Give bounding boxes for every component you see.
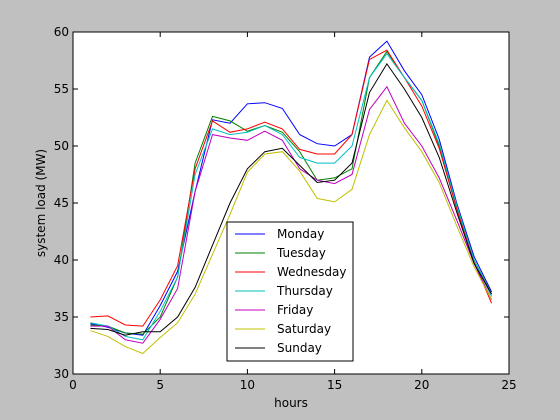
legend-label: Sunday — [277, 341, 322, 355]
x-tick-label: 15 — [327, 378, 342, 392]
x-tick-label: 10 — [240, 378, 255, 392]
legend-label: Saturday — [277, 322, 331, 336]
y-tick-label: 60 — [54, 25, 69, 39]
legend-label: Friday — [277, 303, 313, 317]
legend-label: Monday — [277, 227, 324, 241]
x-tick-label: 25 — [501, 378, 516, 392]
legend: Monday Tuesday Wednesday Thursday Friday Satu… — [226, 221, 354, 362]
legend-label: Thursday — [276, 284, 333, 298]
y-tick-label: 50 — [54, 139, 69, 153]
series-lines — [90, 40, 493, 355]
y-tick-label: 35 — [54, 310, 69, 324]
series-line-wednesday — [90, 49, 493, 327]
legend-label: Tuesday — [276, 246, 326, 260]
x-tick-label: 20 — [414, 378, 429, 392]
legend-label: Wednesday — [277, 265, 346, 279]
series-line-thursday — [90, 52, 493, 341]
y-tick-label: 45 — [54, 196, 69, 210]
y-tick-label: 40 — [54, 253, 69, 267]
y-tick-label: 55 — [54, 82, 69, 96]
axis-ticks: 0 5 10 15 20 25 30 35 40 45 50 55 60 — [54, 25, 517, 392]
series-line-monday — [90, 40, 493, 336]
y-tick-label: 30 — [54, 367, 69, 381]
series-line-saturday — [90, 99, 493, 355]
series-line-sunday — [90, 62, 493, 336]
y-axis-label: system load (MW) — [34, 149, 48, 257]
x-tick-label: 0 — [69, 378, 77, 392]
x-tick-label: 5 — [156, 378, 164, 392]
series-line-friday — [90, 85, 493, 344]
x-axis-label: hours — [274, 396, 308, 410]
